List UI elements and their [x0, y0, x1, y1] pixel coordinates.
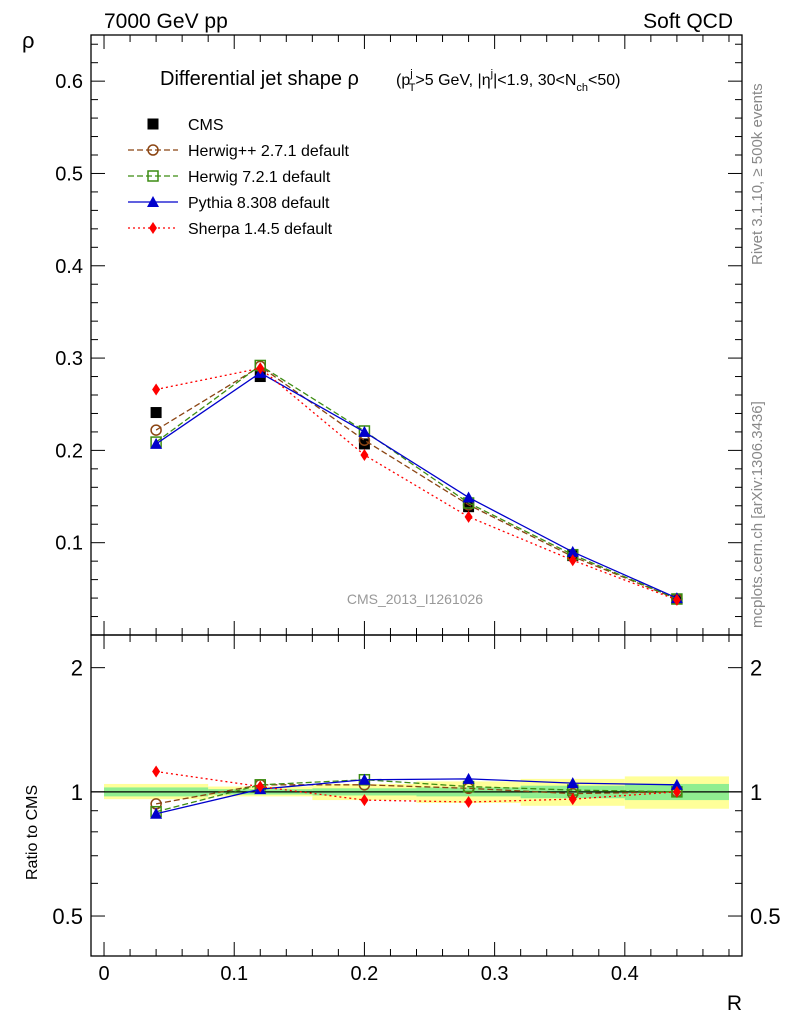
- main-point-sherpa-1-4-5-default: [360, 449, 369, 461]
- main-y-tick-label: 0.5: [55, 163, 83, 185]
- y-axis-label: ρ: [22, 28, 35, 53]
- ratio-point-pythia-8-308-default: [670, 778, 683, 790]
- main-point-pythia-8-308-default: [462, 491, 475, 503]
- ratio-point-pythia-8-308-default: [462, 772, 475, 784]
- legend-label-sherpa-1-4-5-default: Sherpa 1.4.5 default: [188, 221, 333, 238]
- header-right-label: Soft QCD: [643, 10, 733, 33]
- ratio-x-tick-label: 0.3: [481, 963, 509, 985]
- ratio-point-sherpa-1-4-5-default: [360, 794, 369, 807]
- ratio-y-tick-label: 2: [71, 656, 83, 681]
- main-y-tick-label: 0.2: [55, 440, 83, 462]
- x-axis-label: R: [727, 992, 742, 1015]
- ratio-point-sherpa-1-4-5-default: [672, 785, 681, 798]
- ratio-point-pythia-8-308-default: [150, 807, 163, 819]
- chart-title-cuts: (pj T>5 GeV, |ηj|<1.9, 30<Nch<50): [396, 68, 620, 94]
- legend: CMS Herwig++ 2.7.1 default Herwig 7.2.1 de…: [128, 117, 350, 238]
- ratio-point-pythia-8-308-default: [566, 777, 579, 789]
- ratio-y-tick-label-right: 2: [750, 656, 762, 681]
- ratio-point-pythia-8-308-default: [358, 773, 371, 785]
- source-label: mcplots.cern.ch [arXiv:1306.3436]: [749, 401, 766, 628]
- ratio-line-pythia-8-308-default: [155, 778, 677, 815]
- main-line-herwig-7-2-1-default: [155, 364, 678, 600]
- legend-marker-cms: [147, 118, 159, 130]
- main-series-layer: [150, 359, 683, 606]
- main-y-tick-label: 0.6: [55, 71, 83, 93]
- ratio-y-tick-label-right: 1: [750, 780, 762, 805]
- ratio-axis-ticks: 0.5 0.5 1 1 2 2 0 0.1 0.2 0.3 0.4: [52, 635, 781, 985]
- ratio-line-sherpa-1-4-5-default: [156, 770, 677, 803]
- main-panel: 0.1 0.2 0.3 0.4 0.5 0.6 ρ CMS_2013_I1261026 D…: [22, 28, 743, 636]
- analysis-watermark: CMS_2013_I1261026: [347, 591, 483, 607]
- ratio-point-sherpa-1-4-5-default: [256, 780, 265, 793]
- main-axis-ticks: 0.1 0.2 0.3 0.4 0.5 0.6: [55, 35, 742, 636]
- main-point-cms: [150, 407, 162, 419]
- main-point-sherpa-1-4-5-default: [568, 554, 577, 567]
- ratio-y-tick-label: 1: [71, 780, 83, 805]
- legend-marker-herwig-2-7-1-default: [147, 144, 159, 156]
- ratio-x-tick-label: 0.4: [611, 963, 639, 985]
- legend-marker-pythia-8-308-default: [147, 196, 159, 207]
- main-point-cms: [358, 438, 370, 450]
- main-y-tick-label: 0.3: [55, 348, 83, 370]
- ratio-series-layer: [150, 765, 683, 819]
- ratio-x-tick-label: 0: [98, 963, 109, 985]
- main-point-sherpa-1-4-5-default: [152, 383, 161, 396]
- legend-label-herwig-2-7-1-default: Herwig++ 2.7.1 default: [188, 143, 350, 160]
- main-point-sherpa-1-4-5-default: [464, 510, 473, 523]
- main-point-cms: [463, 501, 475, 513]
- legend-label-pythia-8-308-default: Pythia 8.308 default: [188, 195, 330, 212]
- main-y-tick-label: 0.4: [55, 256, 83, 278]
- main-point-sherpa-1-4-5-default: [256, 362, 265, 375]
- ratio-point-sherpa-1-4-5-default: [152, 765, 161, 778]
- legend-label-cms: CMS: [188, 117, 224, 134]
- main-line-herwig-2-7-1-default: [155, 365, 678, 600]
- ratio-x-tick-label: 0.2: [351, 963, 379, 985]
- main-point-pythia-8-308-default: [566, 545, 579, 557]
- legend-label-herwig-7-2-1-default: Herwig 7.2.1 default: [188, 169, 331, 186]
- chart-title-main: Differential jet shape ρ: [160, 68, 359, 90]
- main-point-sherpa-1-4-5-default: [672, 593, 681, 606]
- ratio-y-tick-label-right: 0.5: [750, 904, 781, 929]
- main-y-tick-label: 0.1: [55, 533, 83, 555]
- ratio-line-herwig-7-2-1-default: [155, 779, 677, 813]
- header-left-label: 7000 GeV pp: [104, 10, 228, 33]
- main-point-pythia-8-308-default: [358, 425, 371, 437]
- main-point-herwig-2-7-1-default: [150, 424, 162, 436]
- ratio-panel: 0.5 0.5 1 1 2 2 0 0.1 0.2 0.3 0.4 Ratio to CMS R: [24, 634, 781, 1015]
- ratio-point-sherpa-1-4-5-default: [464, 795, 473, 808]
- main-point-pythia-8-308-default: [150, 437, 163, 449]
- chart-title: Differential jet shape ρ (pj T>5 GeV, |ηj…: [160, 68, 620, 94]
- rivet-version-label: Rivet 3.1.10, ≥ 500k events: [749, 83, 766, 265]
- main-line-pythia-8-308-default: [155, 372, 678, 599]
- ratio-line-herwig-2-7-1-default: [155, 784, 677, 805]
- ratio-x-tick-label: 0.1: [220, 963, 248, 985]
- ratio-y-tick-label: 0.5: [52, 904, 83, 929]
- ratio-frame: [90, 634, 743, 957]
- legend-marker-sherpa-1-4-5-default: [149, 222, 157, 234]
- legend-marker-herwig-7-2-1-default: [147, 170, 159, 182]
- ratio-y-axis-label: Ratio to CMS: [24, 785, 41, 880]
- ratio-point-sherpa-1-4-5-default: [568, 793, 577, 806]
